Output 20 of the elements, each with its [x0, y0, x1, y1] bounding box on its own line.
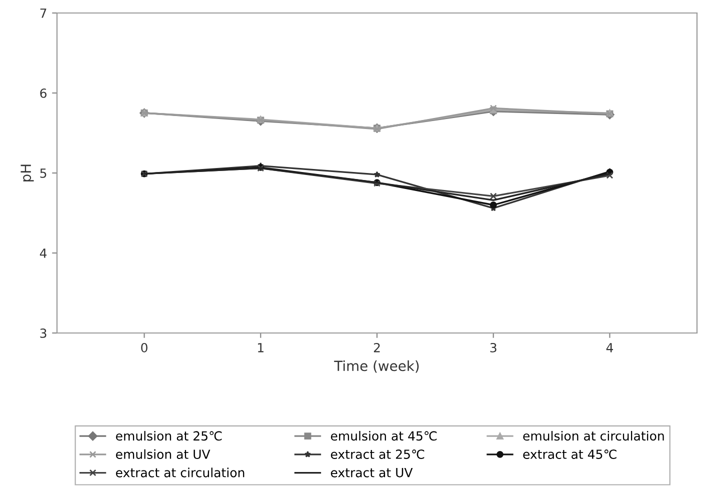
- x-tick-label: 3: [490, 342, 496, 352]
- legend-label: emulsion at circulation: [523, 430, 664, 441]
- x-tick-label: 2: [374, 342, 380, 352]
- x-axis-title: Time (week): [334, 360, 419, 373]
- y-tick-label: 4: [40, 248, 47, 258]
- x-tick-label: 1: [258, 343, 264, 352]
- y-tick-label: 3: [40, 328, 46, 338]
- y-tick-label: 5: [40, 168, 46, 178]
- legend-label: emulsion at 45℃: [330, 430, 437, 441]
- y-tick-label: 7: [40, 8, 46, 18]
- legend-label: emulsion at UV: [116, 449, 210, 459]
- legend-label: extract at circulation: [116, 468, 244, 478]
- x-tick-label: 4: [606, 343, 614, 352]
- y-axis-title: pH: [20, 164, 34, 182]
- y-tick-label: 6: [40, 88, 46, 98]
- legend-label: extract at 25℃: [330, 450, 424, 459]
- x-tick-label: 0: [141, 342, 148, 352]
- legend-label: extract at UV: [330, 468, 413, 478]
- legend-label: emulsion at 25℃: [116, 430, 222, 441]
- legend-label: extract at 45℃: [523, 450, 616, 459]
